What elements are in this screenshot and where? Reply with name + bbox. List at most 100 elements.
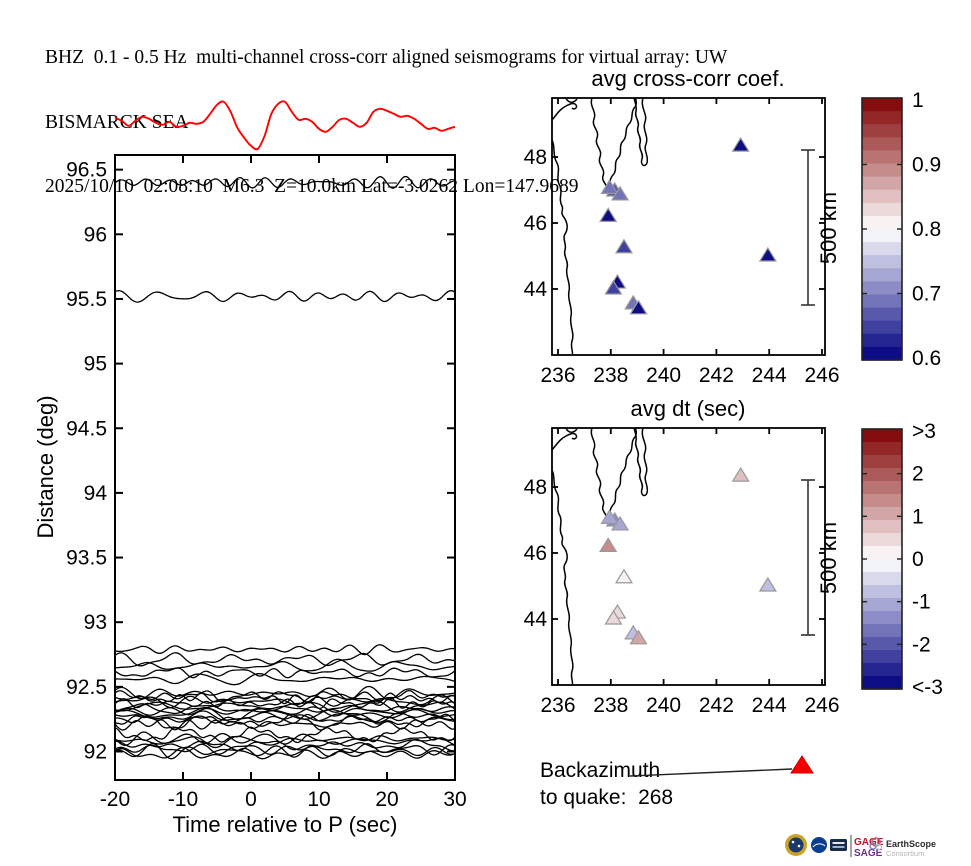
seis-y-tick-label: 95.5 <box>66 288 107 311</box>
map-x-tick-label: 246 <box>804 694 839 717</box>
seis-x-tick-label: 30 <box>443 788 466 811</box>
map-y-tick-label: 44 <box>524 278 548 301</box>
map-top-content: 236 238 240 242 244 246 44 46 48 <box>524 98 840 387</box>
station-triangle-icon <box>610 515 630 531</box>
map-bottom-title: avg dt (sec) <box>631 396 746 421</box>
coastline-top-map <box>552 98 649 355</box>
seismogram-trace <box>114 689 456 704</box>
colorbar-segment <box>862 137 902 151</box>
station-triangle-icon <box>604 279 623 295</box>
quake-direction-triangle-icon <box>790 755 814 774</box>
seismogram-trace <box>114 652 456 667</box>
agency-badge-bar1 <box>832 842 845 844</box>
nasa-logo-icon <box>811 837 827 853</box>
seis-y-axis-label: Distance (deg) <box>33 395 58 538</box>
map-top-title: avg cross-corr coef. <box>591 66 784 91</box>
map-top-panel <box>551 97 826 356</box>
seis-y-tick-label: 96.5 <box>66 159 107 182</box>
seis-x-axis-label: Time relative to P (sec) <box>173 812 398 837</box>
map-y-tick-label: 48 <box>524 146 547 169</box>
colorbar-segment <box>862 663 902 677</box>
seis-x-tick-label: 20 <box>375 788 398 811</box>
seismogram-trace <box>114 735 456 749</box>
colorbar-tick-label: -1 <box>912 591 931 614</box>
seis-y-tick-label: 93.5 <box>66 547 107 570</box>
seis-y-tick-label: 92.5 <box>66 676 107 699</box>
colorbar-tick-label: 0.9 <box>912 154 941 177</box>
colorbar-segment <box>862 611 902 625</box>
scalebar-top-label: 500 km <box>816 192 841 264</box>
colorbar-segment <box>862 637 902 651</box>
colorbar-segment <box>862 520 902 534</box>
seismogram-trace <box>114 731 456 746</box>
seismogram-trace <box>114 672 456 686</box>
seismogram-trace <box>114 700 456 713</box>
nasa-logo-swoosh <box>812 843 826 848</box>
colorbar-segment <box>862 268 902 282</box>
seis-y-tick-label: 94 <box>84 482 108 505</box>
colorbar-tick-label: 0 <box>912 548 924 571</box>
station-triangle-icon <box>731 466 750 482</box>
colorbar-segment <box>862 442 902 456</box>
colorbar-tick-label: 0.8 <box>912 218 941 241</box>
map-x-tick-label: 238 <box>593 694 628 717</box>
colorbar-segment <box>862 333 902 348</box>
seismogram-trace <box>114 289 456 303</box>
earthscope-consortium-text: Consortium <box>886 849 924 858</box>
station-triangle-icon <box>610 185 630 201</box>
seismogram-trace <box>114 658 456 672</box>
seismogram-trace <box>114 743 456 756</box>
nsf-logo-dot <box>791 840 795 844</box>
seis-y-tick-label: 96 <box>84 223 107 246</box>
seismogram-trace <box>114 175 456 189</box>
colorbar-segment <box>862 572 902 586</box>
backazimuth-label-line1: Backazimuth <box>540 759 660 782</box>
seismogram-axes: -20 -10 0 10 20 30 96.5 96 95.5 95 94.5 94 93.5 93 92.… <box>66 155 467 811</box>
colorbar-segment <box>862 559 902 573</box>
colorbar-segment <box>862 202 902 217</box>
seismogram-trace <box>114 667 456 679</box>
colorbar-segment <box>862 546 902 560</box>
colorbar-segment <box>862 585 902 599</box>
station-triangle-icon <box>604 609 623 625</box>
colorbar-segment <box>862 598 902 612</box>
colorbar-segment <box>862 111 902 125</box>
seismogram-trace <box>114 726 456 744</box>
colorbar-segment <box>862 189 902 204</box>
colorbar-dt: >3 2 1 0 -1 -2 <-3 <box>861 420 943 699</box>
seismogram-trace <box>114 685 456 701</box>
colorbar-tick-label: >3 <box>912 420 936 443</box>
map-x-tick-label: 242 <box>699 694 734 717</box>
station-triangle-icon <box>600 509 619 524</box>
seismogram-trace <box>114 738 456 752</box>
backazimuth-pointer-line <box>629 768 793 777</box>
seismogram-trace <box>114 742 456 760</box>
colorbar-segment <box>862 176 902 191</box>
colorbar-segment <box>862 320 902 335</box>
station-triangle-icon <box>629 629 648 645</box>
colorbar-segment <box>862 676 902 690</box>
map-bottom-panel <box>551 427 826 686</box>
seismogram-traces <box>114 100 456 760</box>
station-triangle-icon <box>614 238 634 254</box>
agency-badge-icon <box>830 839 847 851</box>
colorbar-segment <box>862 150 902 165</box>
colorbar-segment <box>862 624 902 638</box>
header-line-1: BHZ 0.1 - 0.5 Hz multi-channel cross-cor… <box>45 47 728 68</box>
seis-y-tick-label: 94.5 <box>66 417 107 440</box>
station-triangle-icon <box>629 299 648 315</box>
map-y-tick-label: 46 <box>524 212 547 235</box>
nsf-logo-dot2 <box>797 844 801 848</box>
map-x-tick-label: 240 <box>646 364 681 387</box>
seismogram-trace <box>114 713 456 731</box>
colorbar-segment <box>862 163 902 178</box>
map-bottom-content: 236 238 240 242 244 246 44 46 48 <box>524 428 840 717</box>
gage-logo-text: GAGE <box>854 837 884 848</box>
map-x-tick-label: 244 <box>752 694 787 717</box>
colorbar-segment <box>862 455 902 469</box>
colorbar-cross-corr: 1 0.9 0.8 0.7 0.6 <box>861 89 941 370</box>
colorbar-tick-label: 1 <box>912 505 924 528</box>
map-x-tick-label: 238 <box>593 364 628 387</box>
